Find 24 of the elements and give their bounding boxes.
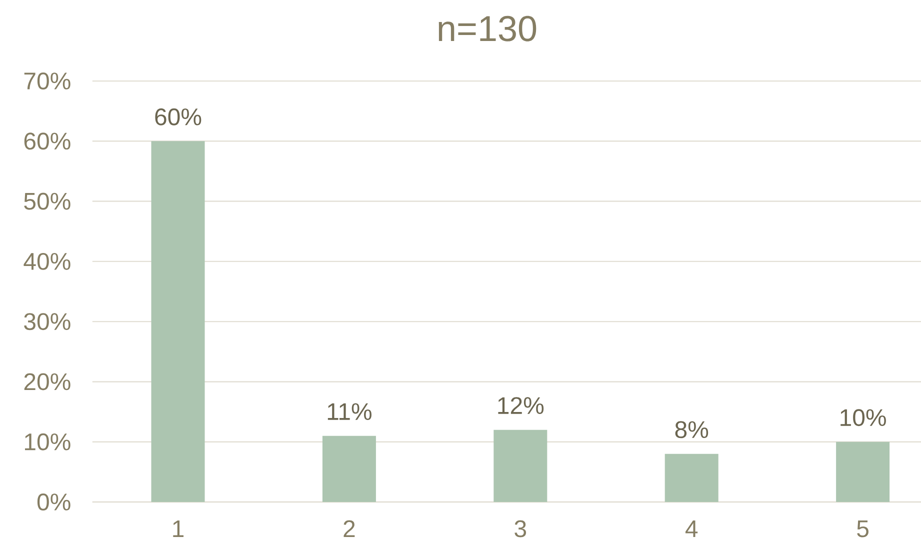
y-tick-label: 10% xyxy=(25,433,70,450)
y-tick-label: 70% xyxy=(24,72,70,90)
data-label: 10% xyxy=(840,409,886,426)
bar xyxy=(836,442,890,502)
data-label: 8% xyxy=(675,421,708,438)
data-label: 12% xyxy=(498,397,544,414)
data-label: 60% xyxy=(155,108,202,126)
bar xyxy=(494,430,548,502)
x-tick-label: 5 xyxy=(857,520,868,538)
y-tick-label: 20% xyxy=(24,373,70,390)
y-tick-label: 30% xyxy=(24,313,70,330)
y-tick-label: 0% xyxy=(37,494,70,510)
x-tick-label: 4 xyxy=(685,520,698,537)
chart-title: n=130 xyxy=(438,16,536,42)
bar xyxy=(322,436,376,502)
y-tick-label: 60% xyxy=(24,132,70,150)
y-tick-label: 50% xyxy=(24,192,70,210)
x-tick-label: 1 xyxy=(173,520,184,537)
y-tick-label: 40% xyxy=(24,252,70,270)
data-label: 11% xyxy=(328,403,372,420)
x-tick-label: 3 xyxy=(514,520,526,538)
x-tick-label: 2 xyxy=(344,520,355,537)
bar xyxy=(664,454,718,502)
bar xyxy=(151,141,205,502)
